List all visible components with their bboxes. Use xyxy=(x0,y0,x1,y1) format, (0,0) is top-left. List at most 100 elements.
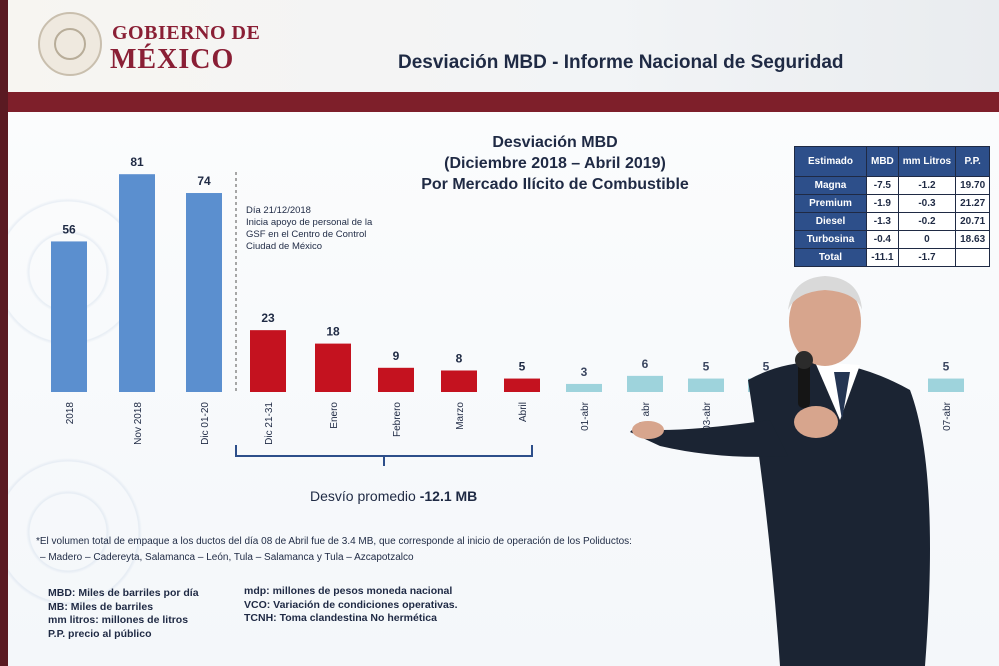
x-tick-label: Dic 01-20 xyxy=(200,402,211,445)
legend-item: TCNH: Toma clandestina No hermética xyxy=(244,612,437,624)
legend-item: VCO: Variación de condiciones operativas… xyxy=(244,598,458,611)
bar-value-label: 23 xyxy=(261,311,275,325)
x-tick-label: 01-abr xyxy=(580,401,591,431)
table-row: Total -11.1 -1.7 xyxy=(794,248,991,267)
bar xyxy=(51,241,87,392)
legend-item: P.P. precio al público xyxy=(48,627,152,640)
table-cell: -7.5 xyxy=(866,176,899,195)
table-cell: -1.9 xyxy=(866,194,899,213)
bar-value-label: 18 xyxy=(326,325,340,339)
chart-subtitle-2: Por Mercado Ilícito de Combustible xyxy=(421,176,689,193)
legend-left: MBD: Miles de barriles por día MB: Miles… xyxy=(48,587,199,641)
table-cell: 21.27 xyxy=(955,194,991,213)
bar-value-label: 5 xyxy=(763,360,770,374)
table-cell: -1.3 xyxy=(866,212,899,231)
legend-item: MB: Miles de barriles xyxy=(48,600,154,613)
x-tick-label: Marzo xyxy=(455,402,466,430)
table-header: Estimado xyxy=(794,146,867,177)
average-deviation-value: -12.1 MB xyxy=(419,488,478,504)
legend-right: mdp: millones de pesos moneda nacional V… xyxy=(244,585,458,626)
government-logo-line2: MÉXICO xyxy=(110,44,235,75)
header-divider xyxy=(8,92,999,112)
bracket xyxy=(235,445,533,466)
footnote-line2: – Madero – Cadereyta, Salamanca – León, … xyxy=(40,552,414,563)
table-cell: -0.2 xyxy=(897,212,957,231)
x-tick-label: 03-abr xyxy=(702,401,713,431)
x-tick-label: 2018 xyxy=(65,402,76,425)
annotation-line: Día 21/12/2018 xyxy=(246,205,311,216)
x-tick-label: Dic 21-31 xyxy=(264,402,275,445)
table-cell: 0 xyxy=(897,230,957,249)
government-logo-line1: GOBIERNO DE xyxy=(112,22,261,44)
slide-title: Desviación MBD - Informe Nacional de Seg… xyxy=(398,52,844,73)
bar-value-label: 8 xyxy=(456,351,463,365)
annotation-line: Inicia apoyo de personal de la xyxy=(246,217,373,228)
bar-value-label: 5 xyxy=(943,360,950,374)
slide-header: GOBIERNO DE MÉXICO Desviación MBD - Info… xyxy=(8,0,999,92)
table-cell: Total xyxy=(794,248,867,267)
table-header: mm Litros xyxy=(897,146,957,177)
bar xyxy=(627,375,663,392)
bar xyxy=(688,378,724,392)
x-tick-label: abr xyxy=(641,401,652,416)
table-cell: Turbosina xyxy=(794,230,867,249)
bar xyxy=(928,378,964,392)
bar xyxy=(566,383,602,392)
table-cell: -0.3 xyxy=(897,194,957,213)
x-tick-label: Abril xyxy=(518,402,529,422)
x-tick-label: Enero xyxy=(329,402,340,429)
bar-value-label: 9 xyxy=(393,349,400,363)
chart-subtitle: (Diciembre 2018 – Abril 2019) xyxy=(444,155,666,172)
bar xyxy=(441,370,477,392)
table-header: MBD xyxy=(866,146,899,177)
x-tick-label: Febrero xyxy=(392,402,403,437)
table-row: Magna -7.5 -1.2 19.70 xyxy=(794,176,991,195)
average-deviation-label: Desvío promedio -12.1 MB xyxy=(310,488,477,504)
table-header-row: Estimado MBD mm Litros P.P. xyxy=(794,146,991,177)
table-cell: -0.4 xyxy=(866,230,899,249)
legend-item: mm litros: millones de litros xyxy=(48,614,189,626)
table-cell: Magna xyxy=(794,176,867,195)
table-cell xyxy=(955,248,991,267)
bar-value-label: 56 xyxy=(62,222,76,236)
table-cell: -1.2 xyxy=(897,176,957,195)
presenter-figure xyxy=(630,276,930,666)
bar-value-label: 5 xyxy=(703,360,710,374)
annotation-note: Día 21/12/2018 Inicia apoyo de personal … xyxy=(246,205,416,253)
legend-item: mdp: millones de pesos moneda nacional xyxy=(244,585,453,597)
bar-value-label: 74 xyxy=(197,174,211,188)
table-cell: -11.1 xyxy=(866,248,899,267)
annotation-line: Ciudad de México xyxy=(246,241,323,252)
table-cell: 18.63 xyxy=(955,230,991,249)
x-tick-label: 07-abr xyxy=(942,401,953,431)
coat-of-arms-icon xyxy=(38,12,102,76)
average-deviation-prefix: Desvío promedio xyxy=(310,488,420,504)
table-cell: 20.71 xyxy=(955,212,991,231)
table-cell: Diesel xyxy=(794,212,867,231)
bar xyxy=(504,378,540,392)
legend-item: MBD: Miles de barriles por día xyxy=(48,587,199,599)
table-row: Diesel -1.3 -0.2 20.71 xyxy=(794,212,991,231)
table-row: Turbosina -0.4 0 18.63 xyxy=(794,230,991,249)
bar xyxy=(315,343,351,392)
footnote-line1: *El volumen total de empaque a los ducto… xyxy=(36,536,632,547)
bar-value-label: 3 xyxy=(581,365,588,379)
table-header: P.P. xyxy=(955,146,991,177)
bar xyxy=(119,174,155,392)
table-cell: 19.70 xyxy=(955,176,991,195)
fuel-estimate-table: Estimado MBD mm Litros P.P. Magna -7.5 -… xyxy=(794,146,991,267)
bar-value-label: 81 xyxy=(130,155,144,169)
x-tick-label: Nov 2018 xyxy=(133,402,144,445)
bar-value-label: 5 xyxy=(519,360,526,374)
annotation-line: GSF en el Centro de Control xyxy=(246,229,367,240)
bar xyxy=(186,193,222,392)
bar xyxy=(378,367,414,392)
chart-title: Desviación MBD xyxy=(492,134,618,151)
bar xyxy=(250,330,286,392)
table-cell: Premium xyxy=(794,194,867,213)
table-cell: -1.7 xyxy=(897,248,957,267)
bar-value-label: 6 xyxy=(642,357,649,371)
table-row: Premium -1.9 -0.3 21.27 xyxy=(794,194,991,213)
